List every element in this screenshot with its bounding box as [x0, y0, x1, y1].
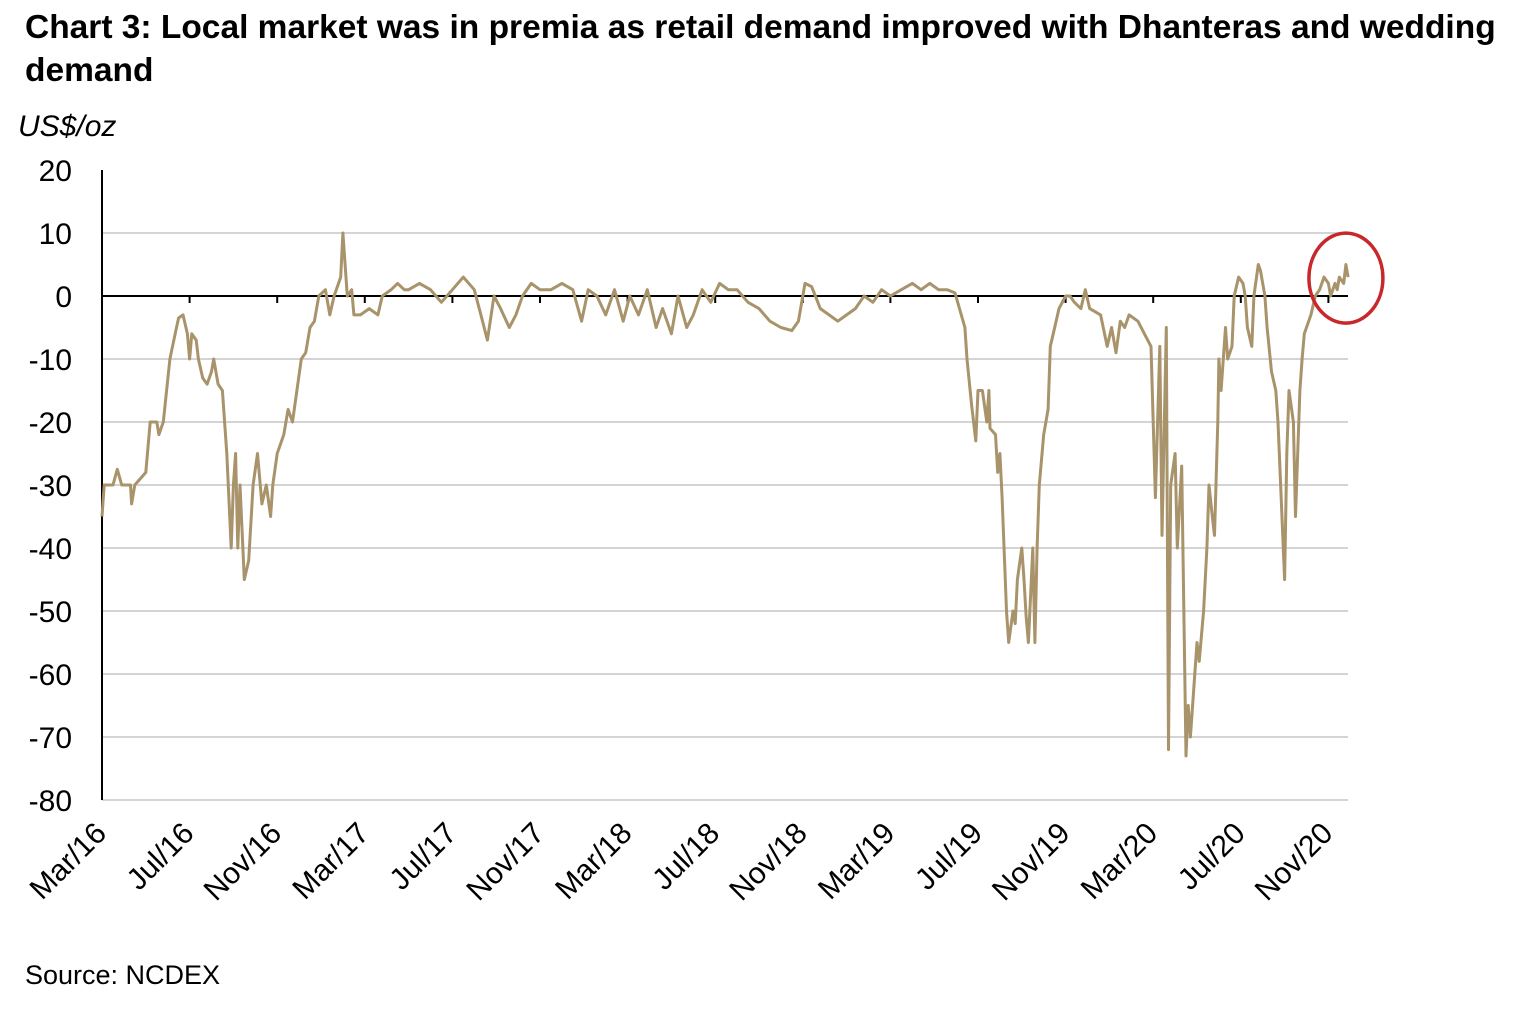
x-tick-label: Jul/20: [1172, 817, 1252, 897]
chart-title: Chart 3: Local market was in premia as r…: [25, 9, 1496, 89]
y-tick-label: -50: [29, 596, 72, 629]
x-tick-label: Nov/17: [460, 817, 551, 908]
x-tick-label: Jul/17: [383, 817, 463, 897]
x-tick-label: Nov/16: [198, 817, 289, 908]
x-tick-label: Mar/19: [812, 817, 901, 906]
series-line: [100, 231, 1350, 758]
x-tick-label: Mar/20: [1075, 817, 1164, 906]
y-tick-label: 0: [55, 281, 72, 314]
x-tick-label: Nov/18: [723, 817, 814, 908]
y-tick-label: -30: [29, 470, 72, 503]
x-tick-label: Mar/16: [24, 817, 113, 906]
y-tick-label: -20: [29, 407, 72, 440]
source-note: Source: NCDEX: [25, 960, 221, 990]
y-tick-label: -70: [29, 722, 72, 755]
x-tick-label: Jul/18: [646, 817, 726, 897]
x-tick-label: Nov/19: [986, 817, 1077, 908]
highlight-circle: [1307, 231, 1385, 325]
y-tick-label: -40: [29, 533, 72, 566]
y-tick-label: 10: [39, 218, 72, 251]
x-tick-label: Jul/16: [121, 817, 201, 897]
x-tick-label: Mar/18: [549, 817, 638, 906]
x-tick-label: Nov/20: [1249, 817, 1340, 908]
x-tick-label: Jul/19: [909, 817, 989, 897]
y-tick-label: 20: [39, 155, 72, 188]
y-tick-label: -10: [29, 344, 72, 377]
y-tick-label: -60: [29, 659, 72, 692]
y-axis-unit-label: US$/oz: [18, 110, 117, 143]
x-tick-label: Mar/17: [286, 817, 375, 906]
y-tick-label: -80: [29, 785, 72, 818]
